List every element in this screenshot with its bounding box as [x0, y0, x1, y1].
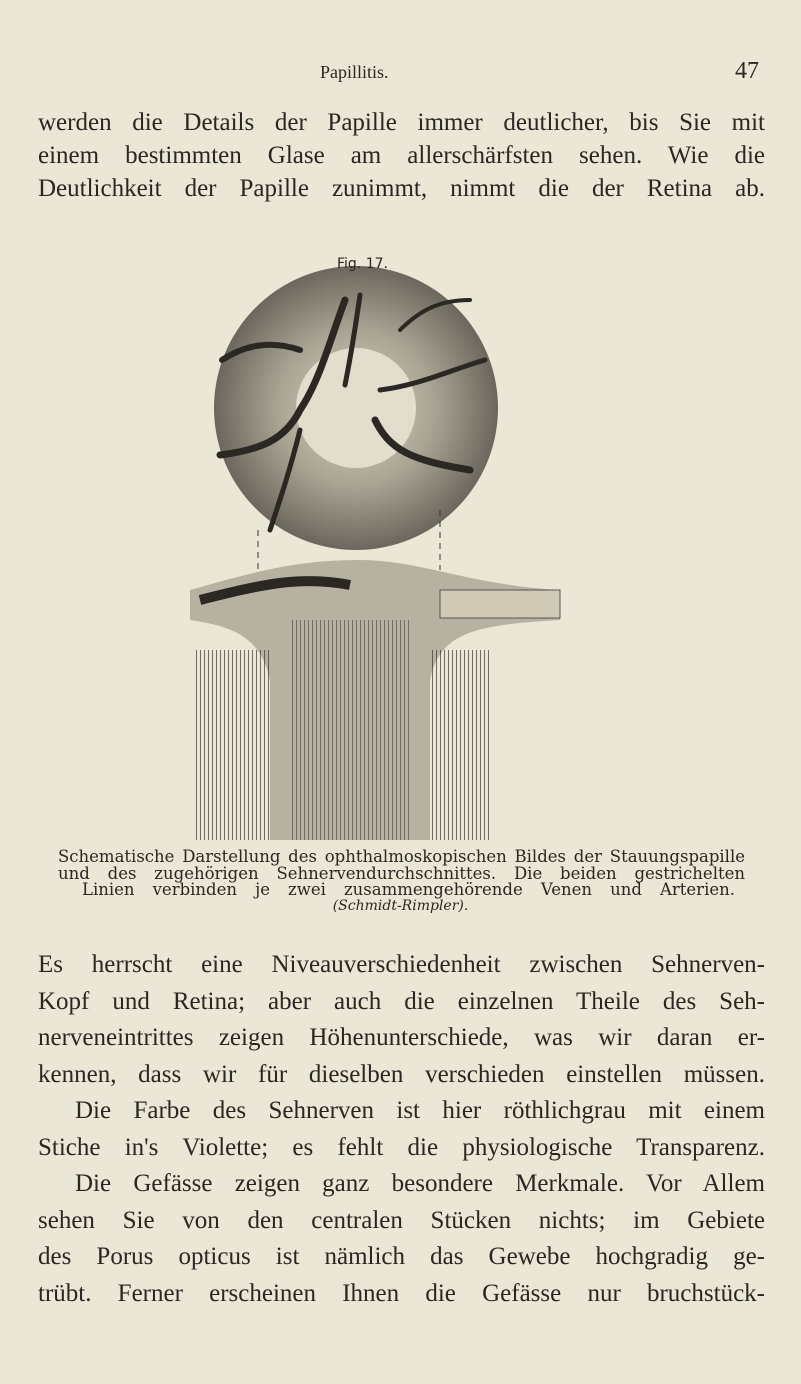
nerve-fibres [195, 650, 270, 840]
text-line: Deutlichkeit der Papille zunimmt, nimmt … [38, 175, 765, 202]
text-line: werden die Details der Papille immer deu… [38, 109, 765, 136]
body-line: sehen Sie von den centralen Stücken nich… [38, 1206, 765, 1234]
caption-line: Linien verbinden je zwei zusammengehören… [82, 880, 735, 899]
figure-label: Fig. 17. [337, 256, 388, 272]
page-number: 47 [735, 58, 759, 84]
caption-line: Schematische Darstellung des ophthalmosk… [58, 847, 745, 866]
body-line: Es herrscht eine Niveauverschiedenheit z… [38, 951, 765, 978]
body-line: des Porus opticus ist nämlich das Gewebe… [38, 1243, 765, 1270]
body-line: Kopf und Retina; aber auch die einzelnen… [38, 987, 765, 1015]
text-line: einem bestimmten Glase am allerschärfste… [38, 142, 765, 169]
nerve-fibres [430, 650, 490, 840]
body-line: Stiche in's Violette; es fehlt die physi… [38, 1133, 765, 1161]
body-line: Die Gefässe zeigen ganz besondere Merkma… [75, 1170, 765, 1197]
body-line: Die Farbe des Sehnerven ist hier röthlic… [75, 1097, 765, 1124]
retina-layer [439, 589, 561, 619]
body-line: kennen, dass wir für dieselben verschied… [38, 1060, 765, 1088]
caption-line: und des zugehörigen Sehnervendurchschnit… [58, 863, 745, 883]
running-title: Papillitis. [320, 62, 389, 82]
figure-credit: (Schmidt-Rimpler). [332, 898, 469, 914]
nerve-fibres [290, 620, 410, 840]
body-line: nerveneintrittes zeigen Höhenunterschied… [38, 1024, 765, 1051]
vessel-section [198, 576, 351, 605]
body-line: trübt. Ferner erscheinen Ihnen die Gefäs… [38, 1279, 765, 1307]
vessels [216, 292, 488, 533]
